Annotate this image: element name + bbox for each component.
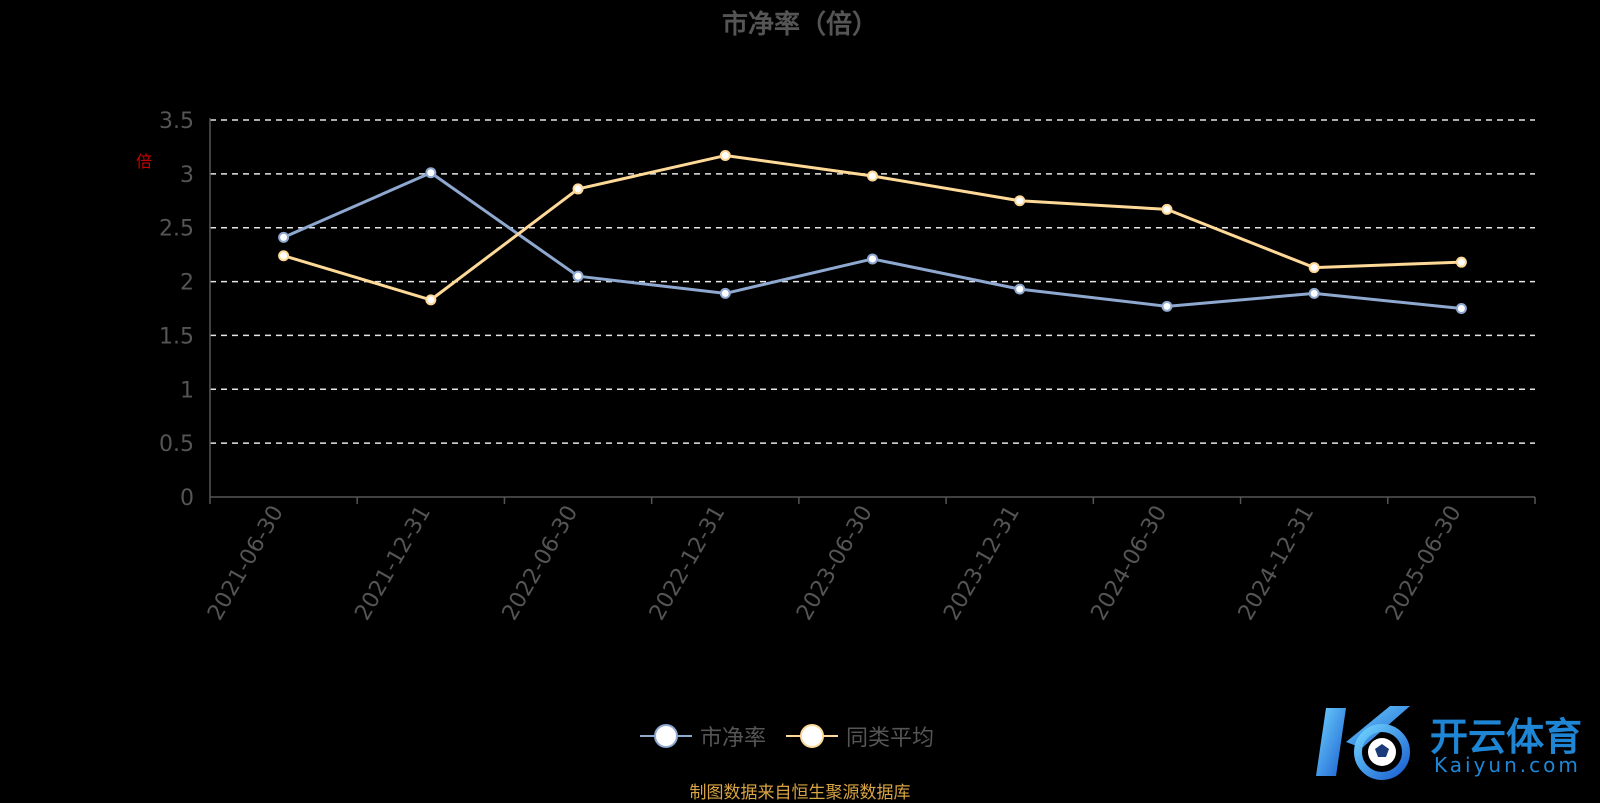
y-axis-unit-label: 倍 [136, 152, 153, 171]
data-point [719, 150, 731, 162]
watermark-logo: 开云体育 Kaiyun.com [1312, 698, 1592, 788]
y-tick-label: 3 [180, 163, 194, 188]
legend-swatch-peer-average [786, 722, 839, 750]
logo-text: 开云体育 [1430, 715, 1583, 759]
x-tick-label: 2022-12-31 [645, 502, 731, 625]
y-tick-label: 0 [180, 486, 194, 511]
data-point [278, 231, 290, 243]
chart-legend: 市净率 同类平均 [640, 716, 954, 756]
x-tick-label: 2023-12-31 [939, 501, 1025, 624]
x-tick-label: 2023-06-30 [792, 502, 878, 625]
data-point [1161, 203, 1173, 215]
y-tick-label: 2.5 [159, 217, 194, 242]
data-source-note: 制图数据来自恒生聚源数据库 [689, 783, 911, 803]
data-point [867, 170, 878, 182]
y-tick-label: 1.5 [159, 324, 194, 349]
data-point [572, 183, 584, 195]
soccer-ball-logo-icon [1316, 706, 1410, 780]
y-tick-label: 1 [180, 378, 194, 403]
x-tick-label: 2021-06-30 [203, 502, 289, 625]
y-tick-label: 2 [180, 271, 194, 296]
legend-label-peer-average: 同类平均 [846, 726, 935, 751]
data-point [425, 294, 437, 306]
data-point [719, 287, 731, 299]
legend-label-pb: 市净率 [700, 726, 767, 751]
legend-swatch-pb [640, 722, 692, 750]
data-point [572, 270, 584, 282]
x-tick-label: 2024-12-31 [1234, 502, 1320, 625]
y-tick-label: 3.5 [159, 109, 194, 134]
data-point [425, 167, 437, 179]
x-tick-label: 2025-06-30 [1381, 502, 1467, 625]
data-point [1455, 256, 1467, 268]
legend-item-peer-average[interactable]: 同类平均 [786, 720, 934, 752]
data-point [1308, 262, 1320, 274]
x-tick-label: 2021-12-31 [350, 502, 436, 625]
data-point [1308, 287, 1320, 299]
x-tick-label: 2024-06-30 [1087, 502, 1173, 625]
x-tick-label: 2022-06-30 [498, 502, 584, 625]
logo-subtext: Kaiyun.com [1434, 753, 1581, 777]
data-point [1161, 300, 1173, 312]
chart-title: 市净率（倍） [721, 10, 878, 40]
y-tick-label: 0.5 [159, 432, 194, 457]
data-point [1014, 283, 1026, 295]
data-point [1455, 303, 1467, 314]
data-point [867, 253, 878, 265]
data-point [278, 250, 290, 262]
legend-item-pb[interactable]: 市净率 [640, 720, 766, 752]
series-line-0 [283, 171, 1462, 310]
data-point [1014, 195, 1026, 207]
